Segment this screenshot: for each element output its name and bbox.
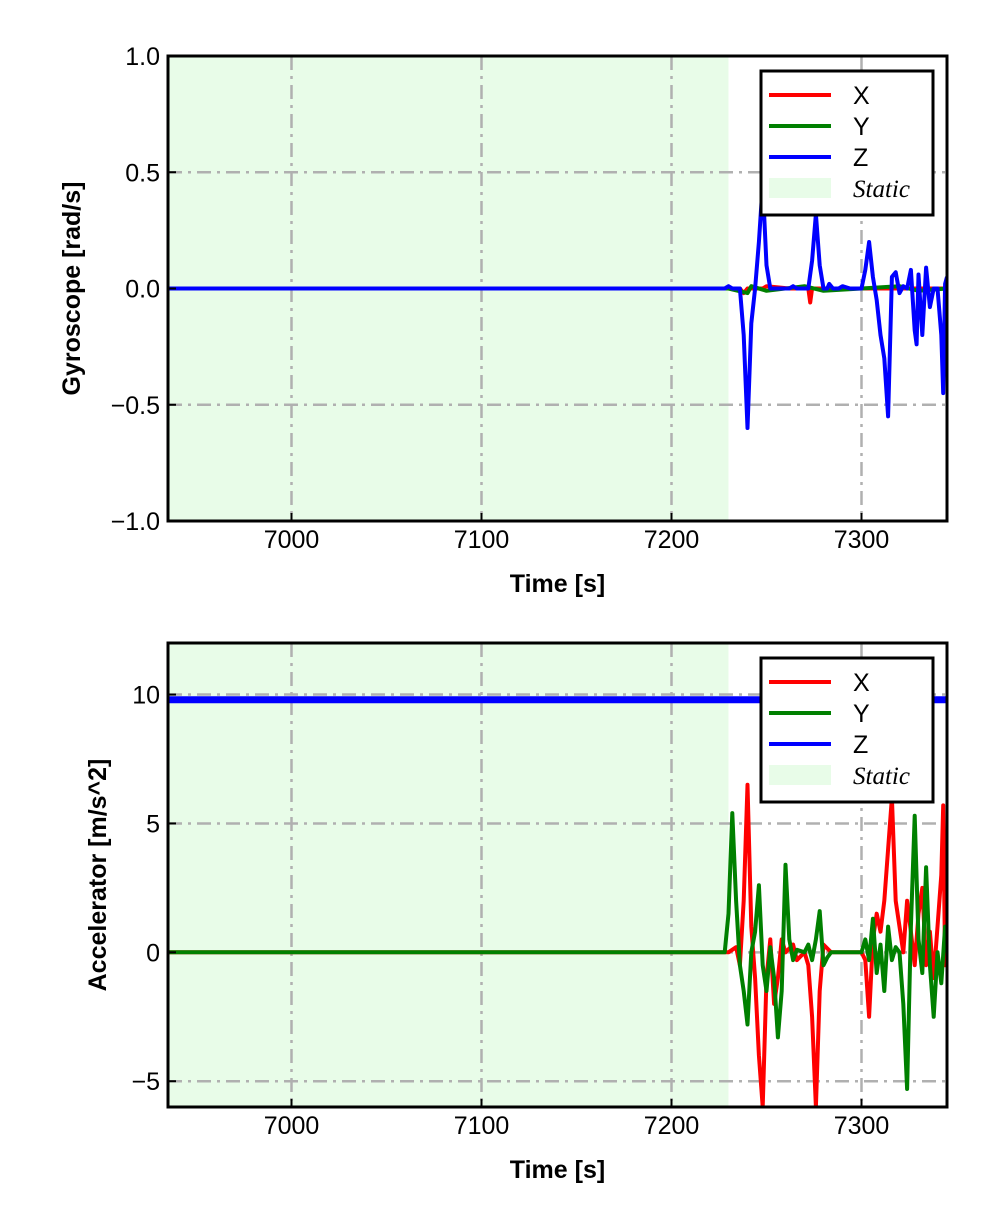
y-tick-label: 10 [132, 682, 160, 710]
legend: XYZ Static [759, 656, 935, 804]
y-axis-label: Gyroscope [rad/s] [58, 182, 86, 396]
y-axis-label: Accelerator [m/s^2] [84, 759, 112, 992]
legend-label-static: Static [853, 176, 910, 203]
x-tick-label: 7300 [834, 1112, 890, 1140]
x-tick-label: 7200 [644, 1112, 700, 1140]
x-tick-label: 7100 [454, 526, 510, 554]
series-line-z [168, 181, 947, 430]
legend-swatch-static [769, 178, 831, 198]
legend-label-x: X [853, 669, 870, 697]
static-region [168, 643, 729, 1107]
panel-1: 7000 7100 7200 7300 −1.0 −0.5 0.0 0.5 1.0 Time [s… [58, 43, 949, 598]
plot-frame [166, 641, 949, 1109]
x-tick-label: 7100 [454, 1112, 510, 1140]
y-tick-label: −0.5 [111, 392, 160, 420]
x-axis-label: Time [s] [510, 570, 605, 598]
legend-swatch-static [769, 765, 831, 785]
legend-label-y: Y [853, 700, 870, 728]
x-tick-label: 7000 [264, 526, 320, 554]
y-tick-label: 1.0 [125, 43, 160, 71]
y-tick-label: 0.5 [125, 159, 160, 187]
legend-label-z: Z [853, 144, 868, 172]
x-axis-label: Time [s] [510, 1156, 605, 1184]
legend-label-z: Z [853, 731, 868, 759]
y-tick-label: −5 [131, 1068, 160, 1096]
x-tick-label: 7200 [644, 526, 700, 554]
x-tick-label: 7000 [264, 1112, 320, 1140]
legend-label-x: X [853, 82, 870, 110]
y-tick-label: 5 [146, 810, 160, 838]
y-tick-label: 0.0 [125, 276, 160, 304]
panel-2: 7000 7100 7200 7300 −5 0 5 10 Time [s] Accelerato… [84, 641, 949, 1184]
y-tick-label: −1.0 [111, 508, 160, 536]
y-tick-label: 0 [146, 939, 160, 967]
series-line-y [168, 811, 947, 1091]
legend-label-static: Static [853, 763, 910, 790]
legend: XYZ Static [759, 69, 935, 217]
x-tick-label: 7300 [834, 526, 890, 554]
legend-label-y: Y [853, 113, 870, 141]
